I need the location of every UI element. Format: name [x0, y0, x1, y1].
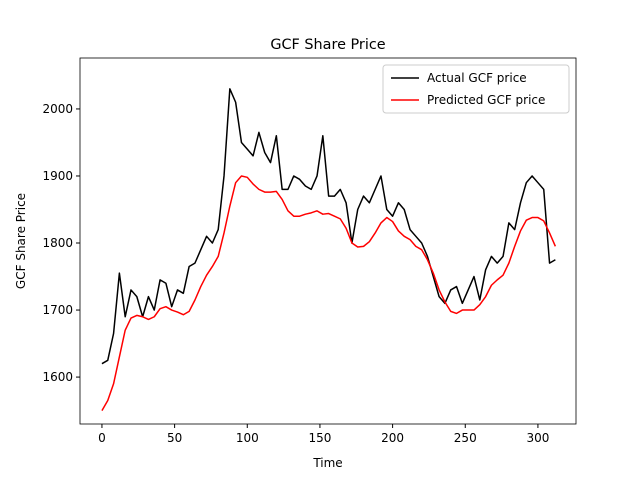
x-tick-label: 250	[454, 431, 477, 445]
chart-title: GCF Share Price	[270, 37, 385, 53]
y-axis-label: GCF Share Price	[14, 193, 28, 289]
line-series	[101, 88, 556, 365]
legend-label: Predicted GCF price	[427, 93, 545, 107]
y-tick-label: 1700	[42, 303, 73, 317]
y-tick-label: 1600	[42, 370, 73, 384]
legend-label: Actual GCF price	[427, 71, 527, 85]
x-tick-label: 50	[167, 431, 182, 445]
x-tick-label: 150	[308, 431, 331, 445]
x-tick-label: 300	[526, 431, 549, 445]
x-tick-label: 100	[236, 431, 259, 445]
x-axis-label: Time	[312, 456, 342, 470]
y-tick-label: 1900	[42, 169, 73, 183]
legend-box	[382, 64, 570, 114]
plot-frame	[79, 57, 577, 425]
y-tick-label: 2000	[42, 102, 73, 116]
line-series	[101, 175, 557, 411]
x-tick-label: 0	[98, 431, 106, 445]
x-tick-label: 200	[381, 431, 404, 445]
y-tick-label: 1800	[42, 236, 73, 250]
